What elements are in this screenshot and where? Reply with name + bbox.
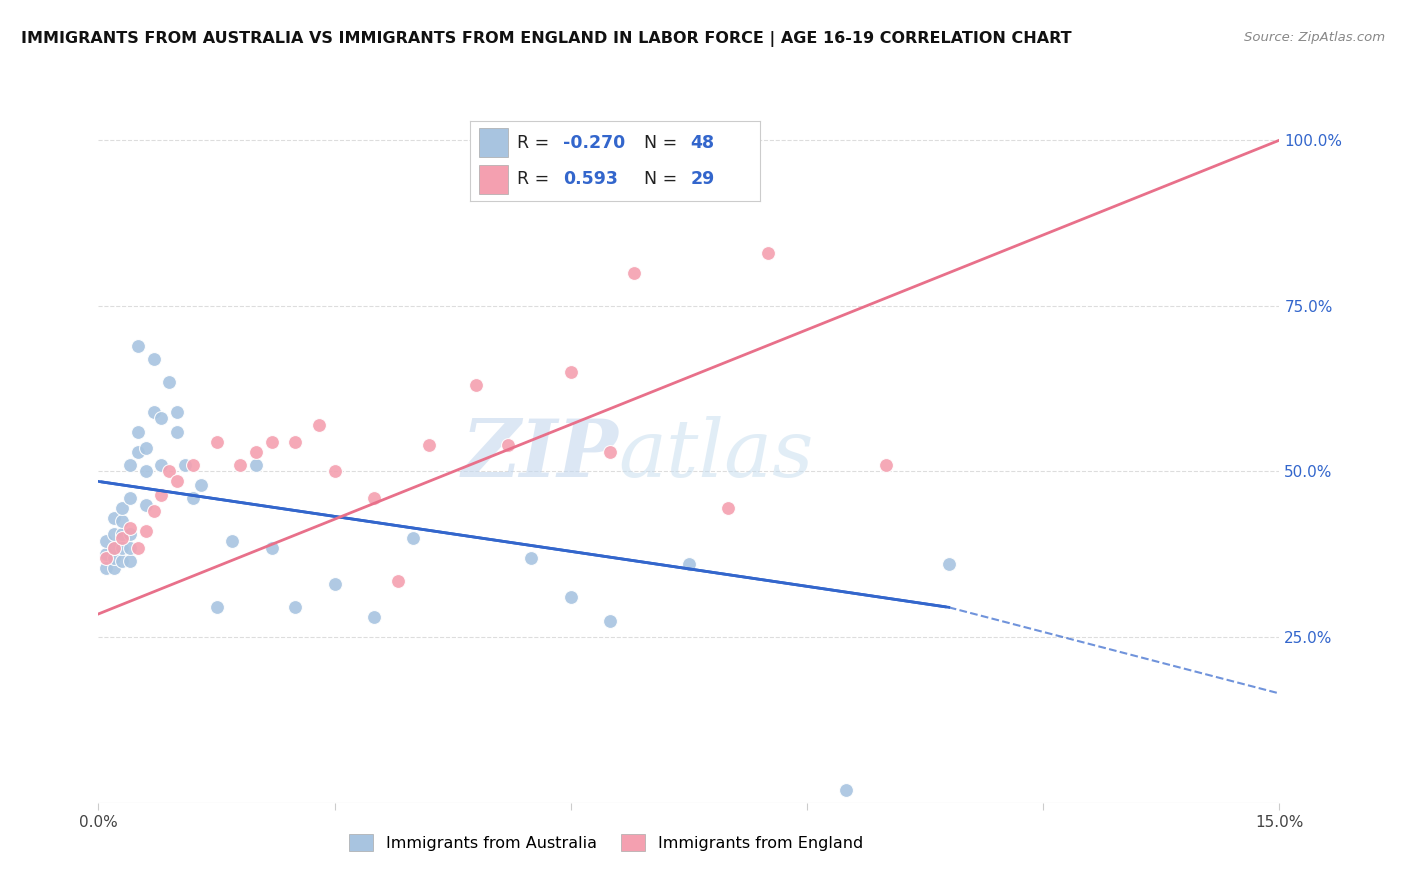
Point — [418, 438, 440, 452]
Point — [111, 514, 134, 528]
Point — [135, 465, 157, 479]
Text: Source: ZipAtlas.com: Source: ZipAtlas.com — [1244, 31, 1385, 45]
Point — [142, 351, 165, 366]
Point — [127, 541, 149, 555]
Point — [520, 550, 543, 565]
Point — [678, 558, 700, 572]
Point — [166, 405, 188, 419]
Point — [260, 434, 283, 449]
Point — [118, 491, 141, 505]
Point — [142, 405, 165, 419]
Point — [560, 365, 582, 379]
Point — [465, 378, 488, 392]
Point — [127, 338, 149, 352]
Point — [835, 782, 858, 797]
Point — [127, 444, 149, 458]
Point — [229, 458, 252, 472]
Point — [245, 458, 267, 472]
Point — [623, 266, 645, 280]
Point — [599, 444, 621, 458]
Point — [135, 498, 157, 512]
Point — [308, 418, 330, 433]
Point — [205, 434, 228, 449]
Point — [284, 434, 307, 449]
Point — [118, 521, 141, 535]
Point — [111, 500, 134, 515]
Point — [387, 574, 409, 588]
Point — [118, 527, 141, 541]
Point — [135, 442, 157, 456]
Point — [756, 245, 779, 260]
Point — [174, 458, 197, 472]
Point — [166, 475, 188, 489]
Point — [103, 560, 125, 574]
Legend: Immigrants from Australia, Immigrants from England: Immigrants from Australia, Immigrants fr… — [343, 828, 869, 857]
Point — [111, 531, 134, 545]
Point — [127, 425, 149, 439]
Point — [103, 541, 125, 555]
Text: atlas: atlas — [619, 417, 814, 493]
Point — [221, 534, 243, 549]
Point — [103, 541, 125, 555]
Point — [157, 375, 180, 389]
Point — [938, 558, 960, 572]
Point — [284, 600, 307, 615]
Point — [96, 547, 118, 561]
Point — [402, 531, 425, 545]
Point — [96, 560, 118, 574]
Point — [111, 554, 134, 568]
Point — [560, 591, 582, 605]
Text: ZIP: ZIP — [461, 417, 619, 493]
Point — [323, 577, 346, 591]
Point — [599, 614, 621, 628]
Point — [111, 527, 134, 541]
Point — [875, 458, 897, 472]
Point — [118, 554, 141, 568]
Point — [135, 524, 157, 538]
Point — [181, 458, 204, 472]
Point — [245, 444, 267, 458]
Point — [111, 541, 134, 555]
Point — [118, 541, 141, 555]
Point — [157, 465, 180, 479]
Point — [103, 527, 125, 541]
Point — [363, 491, 385, 505]
Point — [142, 504, 165, 518]
Point — [150, 458, 173, 472]
Point — [181, 491, 204, 505]
Point — [103, 511, 125, 525]
Point — [166, 425, 188, 439]
Point — [103, 550, 125, 565]
Point — [150, 488, 173, 502]
Point — [717, 500, 740, 515]
Point — [323, 465, 346, 479]
Y-axis label: In Labor Force | Age 16-19: In Labor Force | Age 16-19 — [0, 353, 8, 557]
Point — [96, 534, 118, 549]
Point — [96, 550, 118, 565]
Point — [205, 600, 228, 615]
Point — [190, 477, 212, 491]
Point — [363, 610, 385, 624]
Point — [118, 458, 141, 472]
Point — [150, 411, 173, 425]
Point — [496, 438, 519, 452]
Point — [260, 541, 283, 555]
Text: IMMIGRANTS FROM AUSTRALIA VS IMMIGRANTS FROM ENGLAND IN LABOR FORCE | AGE 16-19 : IMMIGRANTS FROM AUSTRALIA VS IMMIGRANTS … — [21, 31, 1071, 47]
